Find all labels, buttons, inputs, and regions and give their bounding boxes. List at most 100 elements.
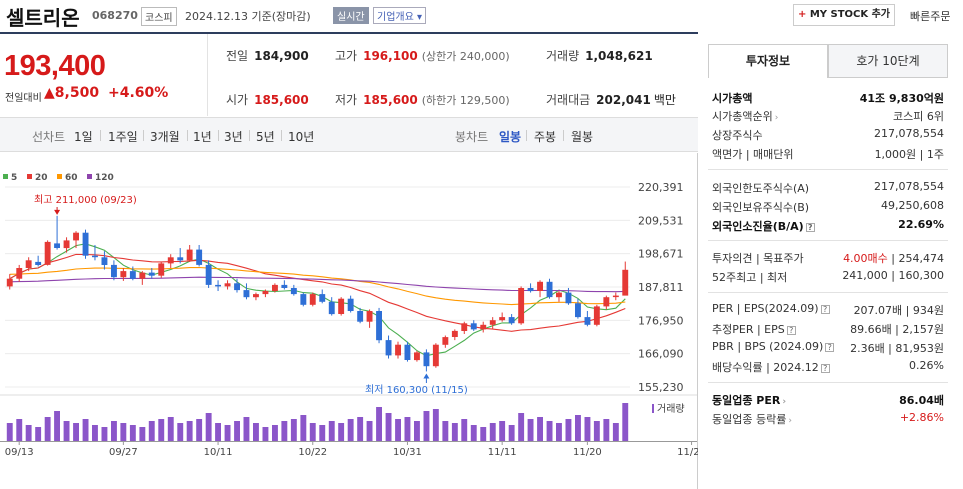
volume-bar <box>612 423 619 441</box>
shares-row: 상장주식수 217,078,554 <box>712 127 944 142</box>
ma-line-20 <box>9 253 626 332</box>
volume-bar <box>537 417 543 441</box>
candle-body <box>186 249 193 261</box>
candle-body <box>622 269 629 296</box>
candle-body <box>461 323 468 331</box>
volume-bar <box>347 419 354 441</box>
x-tick-label: 09/13 <box>5 447 34 458</box>
chevron-down-icon: ▾ <box>413 12 423 23</box>
volume-bar <box>480 427 487 441</box>
tab-5y[interactable]: 5년 <box>256 130 275 144</box>
volume-bar <box>148 421 155 441</box>
candle-body <box>224 283 231 287</box>
tab-monthly[interactable]: 월봉 <box>571 130 594 144</box>
candle-body <box>111 264 117 278</box>
x-tick-label: 11/11 <box>488 447 517 458</box>
candle-body <box>414 352 420 361</box>
stock-code: 068270 <box>92 9 138 22</box>
add-mystock-button[interactable]: + MY STOCK 추가 <box>793 4 895 26</box>
legend-label-20: 20 <box>35 173 48 183</box>
legend-swatch <box>87 174 92 179</box>
realtime-button[interactable]: 실시간 <box>333 7 369 24</box>
candle-body <box>281 284 288 288</box>
panel-divider <box>708 240 948 241</box>
volume-bars <box>6 403 629 441</box>
volume-legend-swatch <box>652 404 654 413</box>
axis-labels: 220,391 209,531 198,671 187,811 176,950 166,0… <box>5 181 698 458</box>
candle-body <box>253 294 259 298</box>
candle-body <box>196 249 203 265</box>
tab-3m[interactable]: 3개월 <box>150 130 180 144</box>
pbr-row: PBR | BPS (2024.09)? 2.36배 | 81,953원 <box>712 340 944 355</box>
investment-panel: 투자정보 호가 10단계 시가총액 41조 9,830억원 시가총액순위 › 코스피 … <box>708 44 948 444</box>
candle-body <box>120 271 127 278</box>
tab-investment-info[interactable]: 투자정보 <box>708 44 828 78</box>
tab-candle-chart[interactable]: 봉차트 <box>455 130 489 144</box>
volume-bar <box>25 425 32 441</box>
tab-1d[interactable]: 1일 <box>74 130 93 144</box>
volume-bar <box>120 423 127 441</box>
tab-separator <box>100 130 101 141</box>
candle-body <box>376 311 382 341</box>
tab-separator <box>187 130 188 141</box>
volume-bar <box>129 425 136 441</box>
price-chart[interactable]: 220,391 209,531 198,671 187,811 176,950 166,0… <box>0 153 698 489</box>
tab-order-book[interactable]: 호가 10단계 <box>828 44 948 78</box>
volume-bar <box>518 413 525 441</box>
volume-bar <box>376 407 382 441</box>
volume-bar <box>253 423 259 441</box>
tab-line-chart[interactable]: 선차트 <box>32 130 66 144</box>
company-overview-dropdown[interactable]: 기업개요 ▾ <box>373 7 427 24</box>
candle-body <box>319 294 326 302</box>
tab-separator <box>143 130 144 141</box>
candle-body <box>395 344 401 356</box>
tab-separator <box>281 130 282 141</box>
candle-body <box>518 288 525 324</box>
candle-body <box>338 298 345 314</box>
candle-body <box>584 317 591 325</box>
volume-bar <box>584 417 591 441</box>
candle-body <box>272 284 278 291</box>
legend-label-120: 120 <box>95 173 114 183</box>
candle-body <box>92 255 98 258</box>
candle-body <box>347 298 354 311</box>
candle-body <box>423 352 430 367</box>
candle-body <box>385 340 392 356</box>
volume: 거래량 1,048,621 <box>546 49 653 63</box>
help-icon: ? <box>820 363 830 373</box>
high-price: 고가 196,100 (상한가 240,000) <box>335 49 510 63</box>
price-chart-svg: 220,391 209,531 198,671 187,811 176,950 166,0… <box>0 153 698 489</box>
tab-3y[interactable]: 3년 <box>224 130 243 144</box>
tab-1y[interactable]: 1년 <box>193 130 212 144</box>
volume-legend-label: 거래량 <box>657 403 685 415</box>
candle-body <box>290 288 297 295</box>
volume-bar <box>54 411 60 441</box>
candle-body <box>101 257 108 265</box>
price-change-value: 8,500 <box>54 85 100 101</box>
candle-body <box>546 281 553 298</box>
candle-body <box>177 257 184 261</box>
quote-grid: 전일 184,900 고가 196,100 (상한가 240,000) 거래량 1,04… <box>208 34 698 116</box>
tab-weekly[interactable]: 주봉 <box>534 130 557 144</box>
up-triangle-icon: ▲ <box>44 85 55 101</box>
volume-bar <box>489 423 496 441</box>
tab-daily[interactable]: 일봉 <box>499 130 522 144</box>
price-divider <box>0 117 698 118</box>
volume-bar <box>622 403 629 441</box>
tab-10y[interactable]: 10년 <box>288 130 315 144</box>
candle-body <box>262 291 269 295</box>
chart-annotations: 최고 211,000 (09/23) 최저 160,300 (11/15) <box>34 194 468 396</box>
help-icon: ? <box>786 325 796 335</box>
candle-body <box>309 294 316 305</box>
volume-bar <box>442 421 449 441</box>
volume-bar <box>527 419 534 441</box>
per-row: PER | EPS(2024.09)? 207.07배 | 934원 <box>712 302 944 317</box>
quick-order-link[interactable]: 빠른주문 <box>910 10 951 23</box>
tab-1w[interactable]: 1주일 <box>108 130 138 144</box>
volume-bar <box>432 409 439 441</box>
52week-row: 52주최고 | 최저 241,000 | 160,300 <box>712 269 944 284</box>
candle-body <box>16 268 23 279</box>
current-price: 193,400 <box>4 50 106 82</box>
volume-bar <box>224 425 231 441</box>
candle-body <box>215 284 221 287</box>
